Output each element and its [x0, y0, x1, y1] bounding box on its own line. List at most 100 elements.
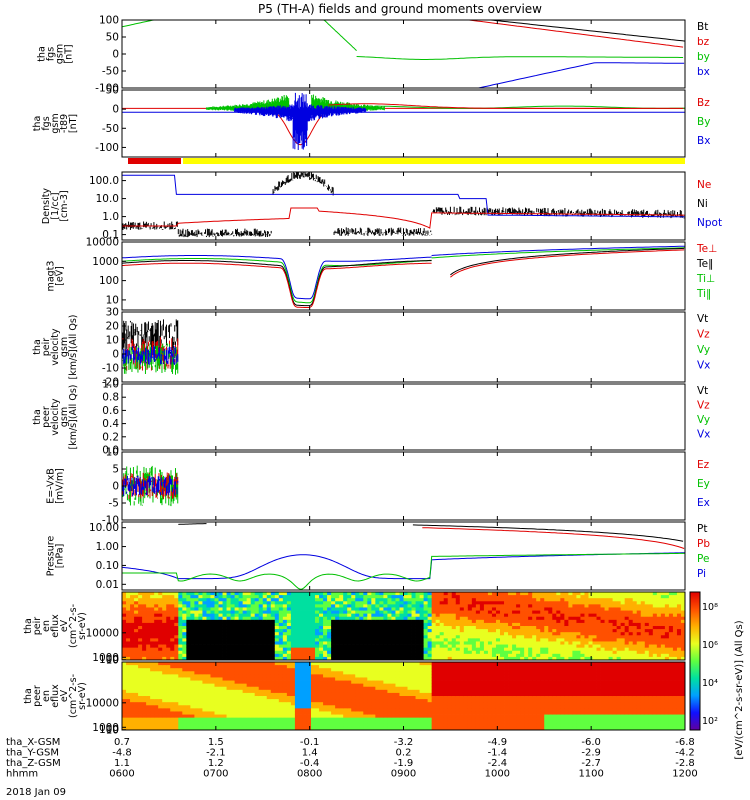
- spectrogram-cell: [548, 610, 553, 615]
- spectrogram-cell: [548, 619, 553, 624]
- spectrogram-cell: [218, 616, 223, 621]
- spectrogram-cell: [680, 644, 685, 649]
- spectrogram-cell: [624, 629, 630, 633]
- spectrogram-cell: [419, 629, 425, 633]
- spectrogram-cell: [230, 619, 235, 624]
- spectrogram-cell: [395, 650, 400, 655]
- spectrogram-cell: [504, 650, 509, 655]
- spectrogram-cell: [178, 644, 183, 649]
- legend-entry: Ni: [697, 198, 708, 210]
- spectrogram-cell: [504, 592, 509, 596]
- spectrogram-cell: [612, 610, 618, 615]
- spectrogram-cell: [331, 644, 336, 649]
- spectrogram-cell: [504, 647, 509, 652]
- velocity-noise: [122, 319, 179, 375]
- spectrogram-cell: [306, 595, 312, 599]
- spectrogram-cell: [584, 641, 589, 645]
- spectrogram-cell: [463, 644, 469, 649]
- spectrogram-cell: [335, 641, 340, 645]
- spectrogram-cell: [516, 592, 521, 596]
- spectrogram-cell: [560, 604, 565, 608]
- spectrogram-cell: [640, 650, 646, 655]
- te-par-line: [450, 247, 685, 276]
- spectrogram-cell: [367, 607, 372, 611]
- spectrogram-cell: [210, 632, 215, 636]
- spectrogram-cell: [500, 601, 505, 605]
- spectrogram-cell: [254, 610, 260, 615]
- spectrogram-cell: [339, 644, 344, 649]
- spectrogram-cell: [242, 638, 248, 642]
- spectrogram-cell: [226, 653, 231, 658]
- spectrogram-cell: [355, 595, 360, 599]
- spectrogram-cell: [122, 638, 127, 642]
- spectrogram-cell: [620, 604, 626, 608]
- spectrogram-cell: [126, 668, 131, 672]
- spectrogram-cell: [174, 595, 179, 599]
- spectrogram-cell: [186, 613, 191, 618]
- spectrogram-cell: [451, 647, 457, 652]
- spectrogram-cell: [302, 619, 308, 624]
- spectrogram-cell: [672, 607, 678, 611]
- spectrogram-cell: [596, 626, 601, 630]
- spectrogram-cell: [463, 601, 469, 605]
- spectrogram-cell: [182, 638, 187, 642]
- spectrogram-cell: [186, 632, 191, 636]
- spectrogram-cell: [491, 626, 497, 630]
- spectrogram-cell: [616, 613, 622, 618]
- spectrogram-cell: [347, 638, 352, 642]
- spectrogram-cell: [495, 619, 501, 624]
- spectrogram-cell: [162, 656, 167, 660]
- spectrogram-cell: [142, 622, 147, 627]
- spectrogram-cell: [343, 650, 348, 655]
- spectrogram-cell: [383, 626, 388, 630]
- spectrogram-cell: [246, 595, 252, 599]
- spectrogram-cell: [182, 601, 187, 605]
- spectrogram-cell: [383, 613, 388, 618]
- spectrogram-cell: [383, 653, 388, 658]
- spectrogram-cell: [467, 629, 473, 633]
- spectrogram-cell: [174, 653, 179, 658]
- spectrogram-cell: [302, 647, 308, 652]
- spectrogram-cell: [411, 601, 416, 605]
- spectrogram-cell: [576, 635, 581, 639]
- legend-entry: By: [697, 116, 710, 128]
- spectrogram-cell: [134, 632, 139, 636]
- spectrogram-cell: [431, 607, 437, 611]
- y-tick-label: 0: [112, 349, 119, 361]
- spectrogram-cell: [178, 653, 183, 658]
- spectrogram-cell: [475, 622, 481, 627]
- spectrogram-cell: [443, 607, 449, 611]
- spectrogram-cell: [162, 641, 167, 645]
- spectrogram-cell: [311, 626, 316, 630]
- spectrogram-cell: [130, 622, 135, 627]
- spectrogram-cell: [158, 616, 163, 621]
- spectrogram-cell: [632, 601, 638, 605]
- spectrogram-cell: [439, 601, 445, 605]
- spectrogram-cell: [194, 635, 199, 639]
- spectrogram-cell: [592, 650, 597, 655]
- spectrogram-cell: [495, 607, 501, 611]
- spectrogram-cell: [134, 662, 139, 666]
- spectrogram-cell: [668, 653, 674, 658]
- spectrogram-cell: [479, 622, 485, 627]
- spectrogram-cell: [403, 638, 408, 642]
- spectrogram-cell: [379, 604, 384, 608]
- spectrogram-cell: [391, 607, 396, 611]
- spectrogram-cell: [126, 665, 131, 669]
- spectrogram-cell: [580, 641, 585, 645]
- spectrogram-cell: [419, 598, 425, 602]
- spectrogram-cell: [379, 638, 384, 642]
- spectrogram-cell: [170, 592, 175, 596]
- spectrogram-cell: [419, 607, 425, 611]
- spectrogram-cell: [415, 656, 420, 660]
- spectrogram-cell: [483, 626, 489, 630]
- spectrogram-cell: [520, 595, 525, 599]
- spectrogram-cell: [262, 629, 268, 633]
- legend-entry: bz: [697, 36, 710, 48]
- spectrogram-cell: [576, 604, 581, 608]
- spectrogram-cell: [182, 653, 187, 658]
- spectrogram-cell: [544, 598, 549, 602]
- spectrogram-cell: [512, 650, 517, 655]
- spectrogram-cell: [576, 601, 581, 605]
- spectrogram-cell: [250, 650, 256, 655]
